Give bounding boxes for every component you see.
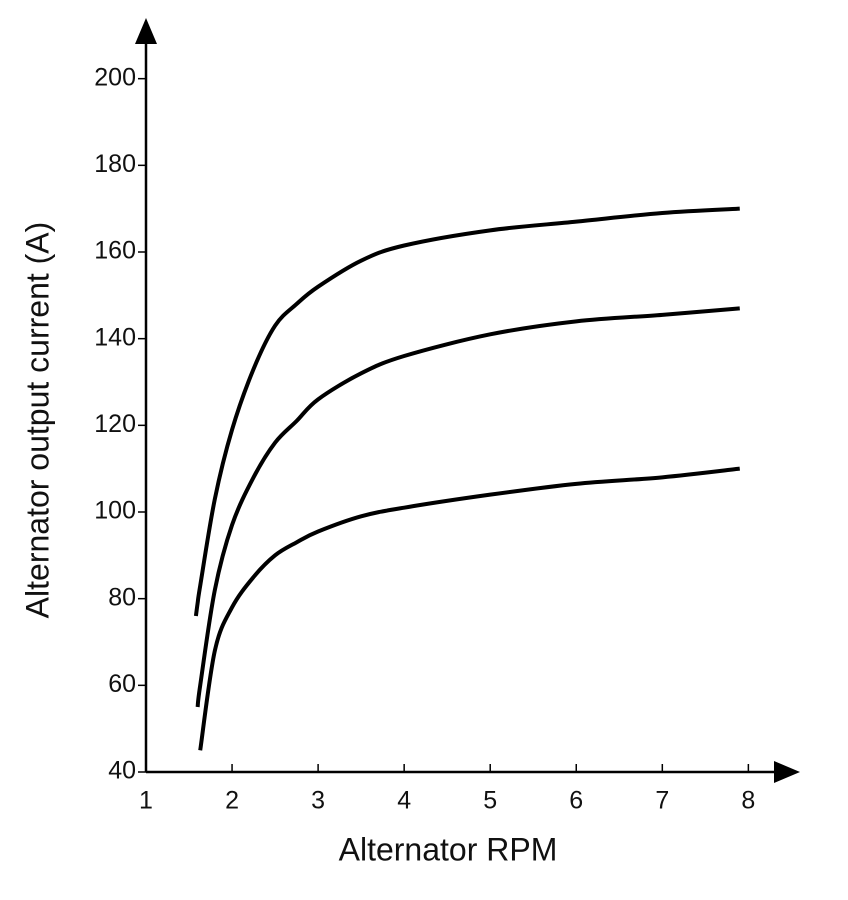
x-axis-arrow — [774, 761, 800, 783]
y-tick-label: 140 — [94, 323, 136, 351]
x-tick-label: 4 — [397, 787, 411, 815]
curve — [193, 206, 740, 617]
y-tick-label: 160 — [94, 237, 136, 265]
x-tick-label: 2 — [225, 787, 239, 815]
curve — [198, 466, 740, 751]
y-axis-arrow — [135, 18, 157, 44]
y-tick-label: 100 — [94, 497, 136, 525]
x-axis-title: Alternator RPM — [339, 831, 558, 867]
y-tick-label: 60 — [108, 670, 136, 698]
y-tick-label: 80 — [108, 583, 136, 611]
y-tick-label: 120 — [94, 410, 136, 438]
y-tick-label: 180 — [94, 150, 136, 178]
y-tick-label: 200 — [94, 63, 136, 91]
x-tick-label: 5 — [483, 787, 497, 815]
x-tick-label: 7 — [655, 787, 669, 815]
x-tick-label: 1 — [139, 787, 153, 815]
y-axis-title: Alternator output current (A) — [19, 222, 55, 619]
x-tick-label: 8 — [741, 787, 755, 815]
x-tick-label: 6 — [569, 787, 583, 815]
x-tick-label: 3 — [311, 787, 325, 815]
y-tick-label: 40 — [108, 757, 136, 785]
curve — [195, 306, 740, 708]
